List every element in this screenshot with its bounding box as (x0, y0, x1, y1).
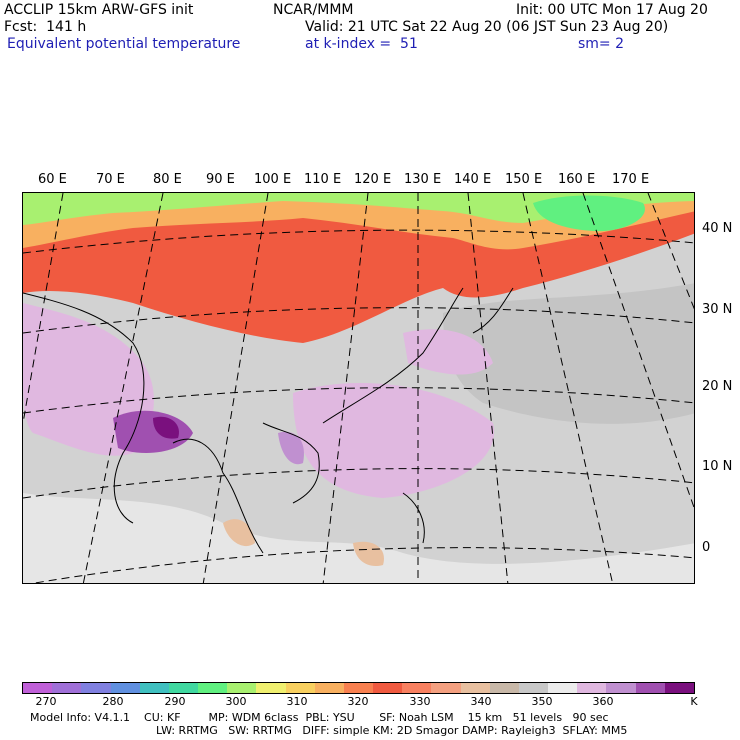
level-index: at k-index = 51 (305, 36, 418, 52)
colorbar-segment (489, 683, 519, 693)
lon-label-160e: 160 E (558, 172, 596, 187)
colorbar-tick-340: 340 (470, 695, 492, 708)
lon-label-120e: 120 E (354, 172, 392, 187)
colorbar-tick-330: 330 (409, 695, 431, 708)
meridian-150e (582, 193, 694, 509)
coastline-philippines (402, 492, 425, 544)
moist-region-indochina (278, 431, 304, 465)
meridian-100e (202, 193, 269, 583)
lon-label-150e: 150 E (505, 172, 543, 187)
lon-label-140e: 140 E (454, 172, 492, 187)
colorbar-segment (402, 683, 432, 693)
forecast-hour: Fcst: 141 h (4, 19, 87, 35)
parallel-20n (23, 387, 694, 414)
lon-label-110e: 110 E (304, 172, 342, 187)
colorbar-segment (606, 683, 636, 693)
moist-max-bay-of-bengal (153, 416, 179, 439)
band-310k (23, 193, 694, 225)
colorbar-segment (110, 683, 140, 693)
colorbar-tick-270: 270 (35, 695, 57, 708)
colorbar-segment (168, 683, 199, 693)
colorbar-segment (431, 683, 461, 693)
meridian-130e (467, 193, 509, 583)
model-info-line1: Model Info: V4.1.1 CU: KF MP: WDM 6class… (30, 711, 609, 724)
colorbar-unit: K (690, 695, 698, 708)
lon-label-70e: 70 E (96, 172, 125, 187)
parallel-40n (23, 229, 694, 254)
valid-time: Valid: 21 UTC Sat 22 Aug 20 (06 JST Sun … (305, 19, 669, 35)
lat-label-20n: 20 N (702, 379, 733, 394)
colorbar-tick-320: 320 (347, 695, 369, 708)
moist-region-south-china-sea (293, 383, 495, 498)
land-patch-borneo (353, 541, 384, 567)
field-name: Equivalent potential temperature (7, 36, 241, 52)
lat-label-10n: 10 N (702, 459, 733, 474)
colorbar-segment (635, 683, 665, 693)
coastline-indochina (262, 422, 320, 504)
colorbar-segment (314, 683, 344, 693)
band-300k (533, 195, 645, 232)
colorbar-segment (285, 683, 315, 693)
moist-region-east-china-sea (403, 329, 493, 375)
colorbar (22, 682, 695, 694)
meridian-110e (322, 193, 369, 583)
lon-label-170e: 170 E (612, 172, 650, 187)
colorbar-tick-280: 280 (102, 695, 124, 708)
lon-label-60e: 60 E (38, 172, 67, 187)
lon-label-100e: 100 E (254, 172, 292, 187)
lon-label-90e: 90 E (206, 172, 235, 187)
lat-label-40n: 40 N (702, 221, 733, 236)
coastline-japan (472, 287, 514, 334)
colorbar-segment (664, 683, 694, 693)
center-title: NCAR/MMM (273, 2, 354, 18)
colorbar-segment (343, 683, 374, 693)
colorbar-segment (577, 683, 607, 693)
colorbar-segment (460, 683, 490, 693)
ocean-region-south (23, 493, 694, 583)
parallel-0 (32, 547, 694, 583)
parallel-30n (23, 307, 694, 334)
coastline-china (322, 287, 464, 424)
model-title: ACCLIP 15km ARW-GFS init (4, 2, 194, 18)
graticule (23, 193, 694, 583)
colorbar-segment (81, 683, 111, 693)
model-info-line2: LW: RRTMG SW: RRTMG DIFF: simple KM: 2D … (156, 724, 628, 737)
lon-label-130e: 130 E (404, 172, 442, 187)
meridian-80e (82, 193, 164, 583)
coastline-myanmar (172, 438, 264, 554)
coastlines (23, 287, 514, 554)
colorbar-tick-310: 310 (286, 695, 308, 708)
colorbar-segment (256, 683, 286, 693)
smoothing: sm= 2 (578, 36, 625, 52)
colorbar-segment (373, 683, 403, 693)
map-canvas (23, 193, 694, 583)
colorbar-segment (518, 683, 549, 693)
colorbar-segment (548, 683, 578, 693)
meridian-160e (647, 193, 694, 310)
colorbar-segment (227, 683, 257, 693)
parallel-10n (23, 468, 694, 499)
colorbar-segment (52, 683, 82, 693)
meridian-140e (522, 193, 614, 583)
theta-e-map (22, 192, 695, 584)
ocean-region-north-pacific (443, 283, 694, 424)
colorbar-tick-290: 290 (164, 695, 186, 708)
lat-label-30n: 30 N (702, 302, 733, 317)
colorbar-tick-300: 300 (225, 695, 247, 708)
colorbar-segment (198, 683, 228, 693)
coastline-india (23, 292, 145, 524)
lon-label-80e: 80 E (153, 172, 182, 187)
colorbar-tick-350: 350 (531, 695, 553, 708)
land-patch-sumatra (223, 519, 255, 547)
lat-label-0: 0 (702, 540, 711, 555)
colorbar-segment (139, 683, 169, 693)
init-time: Init: 00 UTC Mon 17 Aug 20 (516, 2, 708, 18)
colorbar-segment (23, 683, 53, 693)
colorbar-tick-360: 360 (592, 695, 614, 708)
